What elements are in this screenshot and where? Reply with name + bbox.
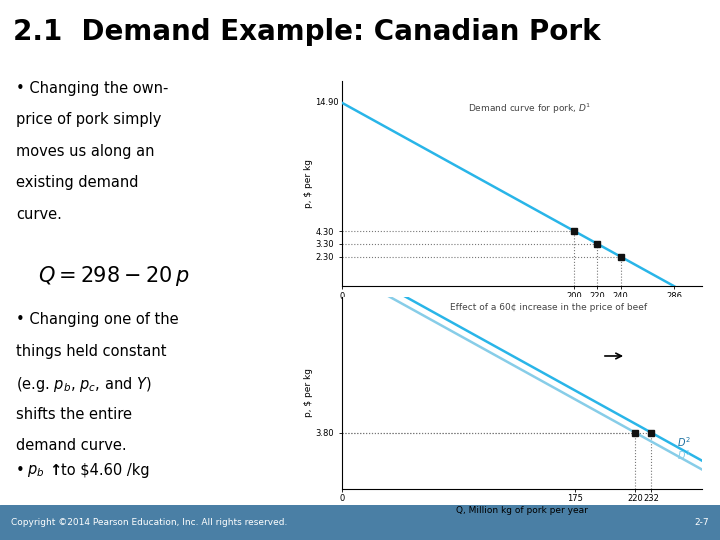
Text: curve.: curve.	[17, 207, 63, 221]
Text: $p_b$: $p_b$	[27, 463, 45, 480]
Text: things held constant: things held constant	[17, 344, 167, 359]
Text: $Q = 298 - 20\,p$: $Q = 298 - 20\,p$	[38, 264, 189, 288]
Text: shifts the entire: shifts the entire	[17, 407, 132, 422]
Text: • Changing one of the: • Changing one of the	[17, 313, 179, 327]
Text: moves us along an: moves us along an	[17, 144, 155, 159]
Text: demand curve.: demand curve.	[17, 438, 127, 454]
X-axis label: Q, Million kg of pork per year: Q, Million kg of pork per year	[456, 303, 588, 313]
Text: •: •	[17, 463, 30, 478]
Text: to $4.60 /kg: to $4.60 /kg	[61, 463, 150, 478]
Text: existing demand: existing demand	[17, 175, 139, 190]
Text: 14.90: 14.90	[315, 98, 338, 107]
Text: $D^2$: $D^2$	[677, 435, 690, 449]
Text: $D^1$: $D^1$	[677, 449, 690, 462]
Text: (e.g. $p_b$, $p_c$, and $Y$): (e.g. $p_b$, $p_c$, and $Y$)	[17, 375, 152, 394]
Text: Demand curve for pork, $D^1$: Demand curve for pork, $D^1$	[468, 102, 591, 116]
Text: Copyright ©2014 Pearson Education, Inc. All rights reserved.: Copyright ©2014 Pearson Education, Inc. …	[11, 518, 287, 527]
Text: 2-7: 2-7	[695, 518, 709, 527]
Text: • Changing the own-: • Changing the own-	[17, 80, 169, 96]
Text: Effect of a 60¢ increase in the price of beef: Effect of a 60¢ increase in the price of…	[450, 303, 647, 312]
Text: price of pork simply: price of pork simply	[17, 112, 162, 127]
X-axis label: Q, Million kg of pork per year: Q, Million kg of pork per year	[456, 506, 588, 515]
Y-axis label: p, $ per kg: p, $ per kg	[304, 368, 313, 417]
Y-axis label: p, $ per kg: p, $ per kg	[304, 159, 313, 208]
Text: ↑: ↑	[49, 463, 61, 478]
Text: 2.1  Demand Example: Canadian Pork: 2.1 Demand Example: Canadian Pork	[13, 18, 600, 46]
